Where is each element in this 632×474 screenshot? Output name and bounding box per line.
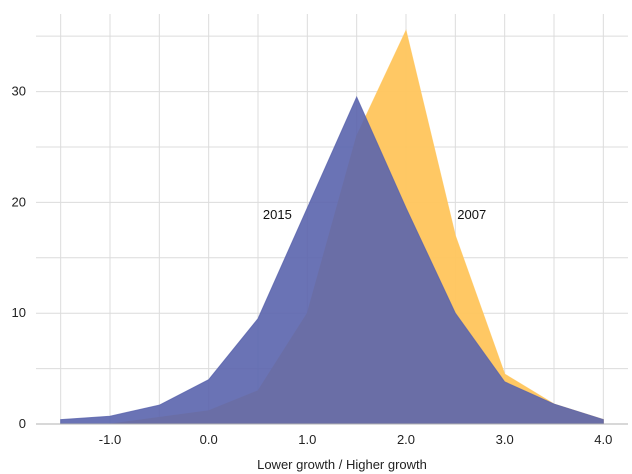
series-areas <box>60 29 604 425</box>
y-tick-label: 10 <box>12 305 26 320</box>
area-series-2015 <box>60 95 604 425</box>
x-tick-label: 3.0 <box>496 432 514 447</box>
x-tick-label: 4.0 <box>594 432 612 447</box>
x-axis-title: Lower growth / Higher growth <box>257 457 427 472</box>
x-tick-label: 2.0 <box>397 432 415 447</box>
y-tick-label: 30 <box>12 84 26 99</box>
y-tick-label: 20 <box>12 194 26 209</box>
x-tick-label: -1.0 <box>99 432 121 447</box>
annotation-2015: 2015 <box>263 207 292 222</box>
x-tick-label: 1.0 <box>298 432 316 447</box>
annotations: 2015 2007 <box>263 207 486 222</box>
annotation-2007: 2007 <box>457 207 486 222</box>
axes: -1.0 0.0 1.0 2.0 3.0 4.0 0 10 20 30 Lower growth /… <box>12 84 628 472</box>
x-tick-label: 0.0 <box>200 432 218 447</box>
y-tick-label: 0 <box>19 416 26 431</box>
